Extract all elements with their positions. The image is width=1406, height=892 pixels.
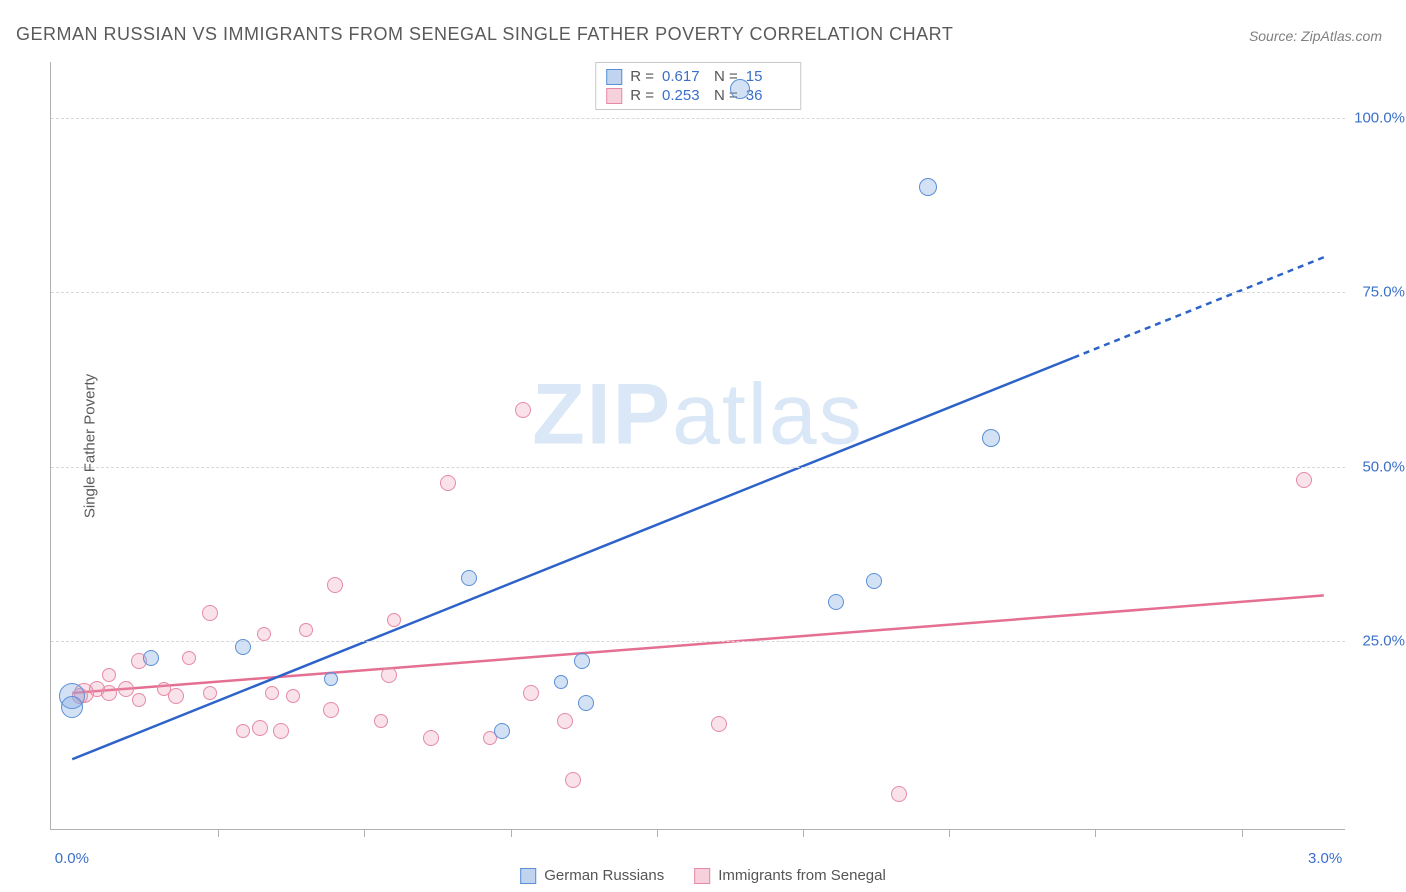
data-point-pink [101, 685, 117, 701]
swatch-blue-icon [606, 69, 622, 85]
series-legend: German Russians Immigrants from Senegal [520, 867, 886, 884]
data-point-pink [891, 786, 907, 802]
stats-row-blue: R = 0.617 N = 15 [606, 67, 790, 86]
data-point-blue [143, 650, 159, 666]
data-point-pink [327, 577, 343, 593]
data-point-pink [203, 686, 217, 700]
data-point-blue [61, 696, 83, 718]
r-value: 0.617 [662, 68, 706, 85]
x-tick [511, 829, 512, 837]
data-point-pink [236, 724, 250, 738]
swatch-blue-icon [520, 868, 536, 884]
data-point-pink [440, 475, 456, 491]
source-label: Source: ZipAtlas.com [1249, 28, 1382, 44]
data-point-blue [494, 723, 510, 739]
legend-item-blue: German Russians [520, 867, 664, 884]
data-point-pink [273, 723, 289, 739]
x-tick [1242, 829, 1243, 837]
data-point-blue [235, 639, 251, 655]
data-point-pink [523, 685, 539, 701]
r-value: 0.253 [662, 87, 706, 104]
data-point-blue [730, 79, 750, 99]
x-tick [949, 829, 950, 837]
gridline [51, 118, 1345, 119]
data-point-pink [168, 688, 184, 704]
legend-item-pink: Immigrants from Senegal [694, 867, 886, 884]
data-point-blue [578, 695, 594, 711]
watermark-bold: ZIP [532, 366, 672, 462]
y-tick-label: 100.0% [1354, 109, 1405, 126]
data-point-pink [286, 689, 300, 703]
plot-area: ZIPatlas R = 0.617 N = 15 R = 0.253 N = … [50, 62, 1345, 830]
data-point-pink [182, 651, 196, 665]
trend-lines [51, 62, 1345, 829]
gridline [51, 467, 1345, 468]
stats-row-pink: R = 0.253 N = 36 [606, 86, 790, 105]
y-tick-label: 50.0% [1362, 458, 1405, 475]
data-point-pink [381, 667, 397, 683]
data-point-blue [866, 573, 882, 589]
data-point-pink [1296, 472, 1312, 488]
data-point-pink [265, 686, 279, 700]
x-tick-label: 3.0% [1308, 850, 1342, 867]
legend-label: Immigrants from Senegal [718, 867, 886, 884]
gridline [51, 292, 1345, 293]
y-tick-label: 75.0% [1362, 284, 1405, 301]
data-point-pink [299, 623, 313, 637]
data-point-blue [324, 672, 338, 686]
data-point-blue [554, 675, 568, 689]
chart-title: GERMAN RUSSIAN VS IMMIGRANTS FROM SENEGA… [16, 24, 953, 45]
data-point-pink [102, 668, 116, 682]
data-point-pink [257, 627, 271, 641]
data-point-blue [919, 178, 937, 196]
n-value: 15 [746, 68, 790, 85]
x-tick [218, 829, 219, 837]
data-point-pink [132, 693, 146, 707]
data-point-blue [828, 594, 844, 610]
r-label: R = [630, 87, 654, 104]
swatch-pink-icon [606, 88, 622, 104]
data-point-pink [423, 730, 439, 746]
x-tick [657, 829, 658, 837]
x-tick [364, 829, 365, 837]
data-point-pink [374, 714, 388, 728]
data-point-blue [982, 429, 1000, 447]
data-point-blue [461, 570, 477, 586]
n-value: 36 [746, 87, 790, 104]
stats-legend: R = 0.617 N = 15 R = 0.253 N = 36 [595, 62, 801, 110]
watermark-rest: atlas [672, 366, 864, 462]
data-point-pink [557, 713, 573, 729]
data-point-pink [565, 772, 581, 788]
data-point-pink [387, 613, 401, 627]
data-point-pink [711, 716, 727, 732]
y-tick-label: 25.0% [1362, 633, 1405, 650]
swatch-pink-icon [694, 868, 710, 884]
watermark: ZIPatlas [532, 365, 863, 464]
data-point-blue [574, 653, 590, 669]
x-tick-label: 0.0% [55, 850, 89, 867]
x-tick [803, 829, 804, 837]
data-point-pink [118, 681, 134, 697]
x-tick [1095, 829, 1096, 837]
data-point-pink [323, 702, 339, 718]
data-point-pink [202, 605, 218, 621]
r-label: R = [630, 68, 654, 85]
data-point-pink [515, 402, 531, 418]
legend-label: German Russians [544, 867, 664, 884]
data-point-pink [252, 720, 268, 736]
